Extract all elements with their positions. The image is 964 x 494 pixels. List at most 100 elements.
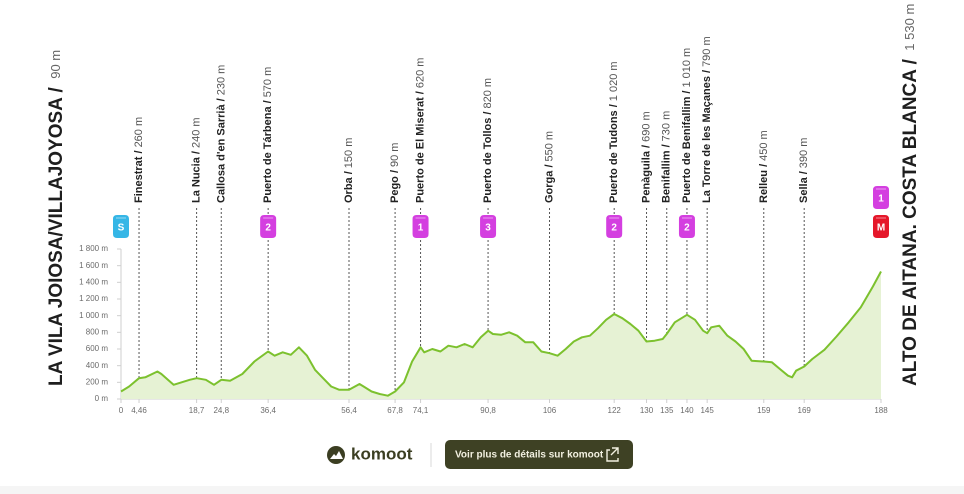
x-tick-label: 18,7 — [189, 406, 205, 415]
waypoint-elevation: 390 m — [798, 138, 810, 169]
waypoint-elevation: 450 m — [758, 130, 770, 161]
climb-badge: M — [873, 215, 889, 238]
bottom-bar — [0, 486, 964, 494]
x-tick-label: 0 — [119, 406, 124, 415]
waypoint-name: Puerto de Tudons / — [608, 104, 620, 203]
waypoint-elevation: 230 m — [215, 65, 227, 96]
waypoint-name: Puerto de Benifallim / — [681, 91, 693, 203]
waypoint-elevation: 240 m — [191, 117, 203, 148]
x-tick-label: 56,4 — [341, 406, 357, 415]
waypoint-label: Relleu / 450 m — [758, 130, 770, 203]
waypoint-elevation: 730 m — [661, 111, 673, 142]
badge-shape — [113, 215, 129, 238]
x-tick-label: 188 — [874, 406, 888, 415]
y-tick-label: 600 m — [86, 344, 109, 353]
elevation-line — [120, 271, 882, 397]
waypoint-elevation: 90 m — [389, 143, 401, 167]
climb-badge: 3 — [480, 215, 497, 238]
waypoint-label: Callosa d'en Sarrià / 230 m — [215, 65, 227, 203]
finish-name: ALTO DE AITANA. COSTA BLANCA / — [900, 58, 921, 386]
waypoint-name: Puerto de Tollos / — [482, 112, 494, 203]
x-tick-label: 130 — [640, 406, 654, 415]
badge-shape — [873, 215, 889, 238]
waypoint-name: Orba / — [343, 171, 355, 203]
badge-shape — [260, 215, 277, 238]
x-tick-label: 122 — [608, 406, 622, 415]
y-tick-label: 400 m — [86, 361, 109, 370]
badge-label: 2 — [265, 223, 271, 234]
external-icon — [606, 447, 619, 462]
waypoint-label: Puerto de Tárbena / 570 m — [262, 67, 274, 203]
waypoint-label: Puerto de Tollos / 820 m — [482, 78, 494, 203]
waypoint-label: Orba / 150 m — [343, 138, 355, 203]
x-tick-label: 106 — [543, 406, 557, 415]
climb-badge: 2 — [678, 215, 695, 238]
button-bg[interactable] — [445, 440, 633, 469]
y-tick-label: 1 000 m — [79, 311, 108, 320]
waypoint-name: Gorga / — [543, 164, 555, 203]
button-text[interactable]: Voir plus de détails sur komoot — [455, 450, 604, 461]
y-tick-label: 0 m — [95, 394, 109, 403]
waypoint-label: Pego / 90 m — [389, 143, 401, 203]
waypoint-elevation: 150 m — [343, 138, 355, 169]
badge-label: 1 — [418, 223, 424, 234]
climb-badge: S — [113, 215, 129, 238]
waypoint-name: Sella / — [798, 171, 810, 203]
waypoint-label: Puerto de Benifallim / 1 010 m — [681, 48, 693, 203]
waypoint-label: Benifallim / 730 m — [661, 111, 673, 203]
y-tick-label: 800 m — [86, 327, 109, 336]
waypoint-name: Relleu / — [758, 164, 770, 203]
badge-label: 3 — [485, 223, 491, 234]
komoot-logo-icon — [327, 446, 345, 464]
waypoint-elevation: 1 020 m — [608, 61, 620, 101]
y-tick-label: 1 200 m — [79, 294, 108, 303]
waypoint-elevation: 620 m — [414, 58, 426, 89]
finish-label: ALTO DE AITANA. COSTA BLANCA / 1 530 m — [900, 4, 921, 386]
y-tick-label: 200 m — [86, 377, 109, 386]
waypoint-name: Benifallim / — [661, 144, 673, 203]
badge-shape — [480, 215, 497, 238]
y-tick-label: 1 600 m — [79, 261, 108, 270]
waypoint-label: Puerto de El Miserat / 620 m — [414, 58, 426, 203]
finish-label-text: ALTO DE AITANA. COSTA BLANCA / 1 530 m — [900, 4, 921, 386]
waypoint-elevation: 790 m — [701, 36, 713, 67]
waypoint-elevation: 550 m — [543, 131, 555, 162]
plot: 0 m 200 m 400 m 600 m 800 m 1 000 m 1 200 m 1 4… — [79, 36, 889, 415]
waypoint-name: La Nucia / — [191, 151, 203, 203]
badge-label: 2 — [684, 223, 690, 234]
footer: komoot Voir plus de détails sur komoot — [327, 440, 633, 469]
climb-badge: 2 — [260, 215, 277, 238]
waypoint-name: Penàguila / — [640, 145, 652, 203]
badge-shape — [873, 186, 889, 209]
badge-shape — [606, 215, 623, 238]
badge-shape — [678, 215, 695, 238]
x-tick-label: 145 — [700, 406, 714, 415]
x-tick-label: 159 — [757, 406, 771, 415]
waypoint-elevation: 820 m — [482, 78, 494, 109]
y-tick-label: 1 400 m — [79, 277, 108, 286]
komoot-brand: komoot — [351, 444, 413, 463]
climb-badge: 1 — [412, 215, 429, 238]
x-tick-label: 74,1 — [413, 406, 429, 415]
finish-elevation: 1 530 m — [902, 4, 917, 51]
waypoint-label: Puerto de Tudons / 1 020 m — [608, 61, 620, 203]
waypoint-label: Penàguila / 690 m — [640, 111, 652, 203]
x-tick-label: 169 — [798, 406, 812, 415]
waypoint-label: Finestrat / 260 m — [133, 117, 145, 203]
waypoint-label: La Nucia / 240 m — [191, 117, 203, 203]
waypoint-elevation: 1 010 m — [681, 48, 693, 88]
waypoint-name: Pego / — [389, 170, 401, 203]
waypoint-name: Puerto de Tárbena / — [262, 100, 274, 203]
start-name: LA VILA JOIOSA/VILLAJOYOSA / — [46, 87, 67, 386]
waypoint-label: La Torre de les Maçanes / 790 m — [701, 36, 713, 203]
x-tick-label: 90,8 — [480, 406, 496, 415]
details-button[interactable]: Voir plus de détails sur komoot — [445, 440, 633, 469]
climb-badge: 1 — [873, 186, 889, 209]
x-tick-label: 24,8 — [213, 406, 229, 415]
start-label: LA VILA JOIOSA/VILLAJOYOSA / 90 m — [46, 50, 67, 386]
waypoint-name: La Torre de les Maçanes / — [701, 70, 713, 203]
x-tick-label: 135 — [660, 406, 674, 415]
waypoint-name: Finestrat / — [133, 150, 145, 203]
